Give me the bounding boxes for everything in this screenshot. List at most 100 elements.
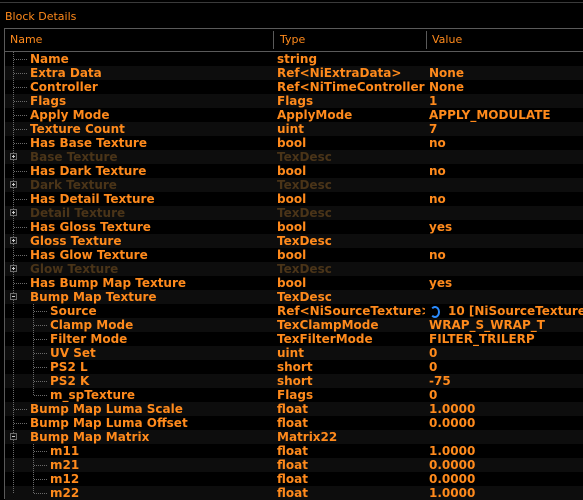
tree-row[interactable]: Gloss Texture TexDesc bbox=[5, 234, 583, 248]
tree-row[interactable]: Has Dark Texture bool no bbox=[5, 164, 583, 178]
field-value[interactable]: 1.0000 bbox=[429, 402, 476, 416]
tree-row[interactable]: Texture Count uint 7 bbox=[5, 122, 583, 136]
tree-row[interactable]: Has Detail Texture bool no bbox=[5, 192, 583, 206]
field-value[interactable]: yes bbox=[429, 220, 453, 234]
tree-guide-line bbox=[13, 304, 14, 318]
field-type: string bbox=[277, 52, 318, 66]
field-value[interactable] bbox=[429, 262, 583, 276]
column-header-value[interactable]: Value bbox=[432, 33, 463, 46]
tree-row[interactable]: PS2 K short -75 bbox=[5, 374, 583, 388]
tree-row[interactable]: m12 float 0.0000 bbox=[5, 472, 583, 486]
tree-guide-line bbox=[13, 486, 14, 493]
field-name: Dark Texture bbox=[30, 178, 117, 192]
tree-row[interactable]: UV Set uint 0 bbox=[5, 346, 583, 360]
field-type: TexDesc bbox=[277, 178, 332, 192]
tree-guide-line bbox=[13, 360, 14, 374]
field-value[interactable]: 1.0000 bbox=[429, 444, 476, 458]
tree-row[interactable]: Base Texture TexDesc bbox=[5, 150, 583, 164]
field-value[interactable] bbox=[429, 52, 583, 66]
tree-row[interactable]: Bump Map Luma Offset float 0.0000 bbox=[5, 416, 583, 430]
expand-icon[interactable] bbox=[10, 153, 17, 160]
title-bar: Block Details bbox=[0, 0, 583, 28]
tree-row[interactable]: Flags Flags 1 bbox=[5, 94, 583, 108]
field-value[interactable]: FILTER_TRILERP bbox=[429, 332, 535, 346]
field-value[interactable]: no bbox=[429, 164, 446, 178]
tree-row[interactable]: Controller Ref<NiTimeController> None bbox=[5, 80, 583, 94]
field-value[interactable]: None bbox=[429, 80, 464, 94]
tree-row[interactable]: Has Base Texture bool no bbox=[5, 136, 583, 150]
field-value[interactable] bbox=[429, 150, 583, 164]
expand-icon[interactable] bbox=[10, 237, 17, 244]
tree-rows: Name string Extra Data Ref<NiExtraData> None… bbox=[5, 52, 583, 500]
field-value[interactable]: 7 bbox=[429, 122, 438, 136]
tree-row[interactable]: Has Bump Map Texture bool yes bbox=[5, 276, 583, 290]
field-name: Apply Mode bbox=[30, 108, 110, 122]
field-value[interactable] bbox=[429, 234, 583, 248]
field-value[interactable]: WRAP_S_WRAP_T bbox=[429, 318, 545, 332]
tree-guide-line bbox=[13, 276, 14, 290]
column-header-type[interactable]: Type bbox=[280, 33, 306, 46]
tree-row[interactable]: PS2 L short 0 bbox=[5, 360, 583, 374]
tree-branch-line bbox=[14, 423, 28, 424]
field-value[interactable] bbox=[429, 430, 583, 444]
tree-row[interactable]: Dark Texture TexDesc bbox=[5, 178, 583, 192]
tree-row[interactable]: Glow Texture TexDesc bbox=[5, 262, 583, 276]
field-type: TexDesc bbox=[277, 206, 332, 220]
field-value[interactable]: no bbox=[429, 248, 446, 262]
field-value[interactable]: no bbox=[429, 136, 446, 150]
field-value[interactable]: 0 bbox=[429, 360, 438, 374]
collapse-icon[interactable] bbox=[10, 433, 17, 440]
tree-row[interactable]: Detail Texture TexDesc bbox=[5, 206, 583, 220]
field-value[interactable]: 0.0000 bbox=[429, 472, 476, 486]
tree-row[interactable]: Bump Map Texture TexDesc bbox=[5, 290, 583, 304]
tree-row[interactable]: Extra Data Ref<NiExtraData> None bbox=[5, 66, 583, 80]
tree-row[interactable]: m11 float 1.0000 bbox=[5, 444, 583, 458]
tree-row[interactable]: Bump Map Luma Scale float 1.0000 bbox=[5, 402, 583, 416]
tree-branch-line bbox=[14, 255, 28, 256]
tree-row[interactable]: Apply Mode ApplyMode APPLY_MODULATE bbox=[5, 108, 583, 122]
field-value[interactable]: 10 [NiSourceTexture] bbox=[429, 304, 583, 318]
tree-row[interactable]: Bump Map Matrix Matrix22 bbox=[5, 430, 583, 444]
field-value[interactable]: 0.0000 bbox=[429, 416, 476, 430]
field-name: m_spTexture bbox=[50, 388, 136, 402]
tree-row[interactable]: m_spTexture Flags 0 bbox=[5, 388, 583, 402]
field-type: TexDesc bbox=[277, 290, 332, 304]
field-value[interactable]: 0.0000 bbox=[429, 458, 476, 472]
tree-row[interactable]: Name string bbox=[5, 52, 583, 66]
column-header-name[interactable]: Name bbox=[10, 33, 43, 46]
column-divider[interactable] bbox=[426, 31, 427, 49]
field-value[interactable]: no bbox=[429, 192, 446, 206]
tree-guide-line bbox=[33, 346, 34, 360]
field-value[interactable]: -75 bbox=[429, 374, 451, 388]
tree-row[interactable]: Has Gloss Texture bool yes bbox=[5, 220, 583, 234]
block-details-tree[interactable]: Name Type Value Name string Extra Data Ref<… bbox=[4, 28, 583, 500]
tree-guide-line bbox=[13, 388, 14, 402]
tree-row[interactable]: Has Glow Texture bool no bbox=[5, 248, 583, 262]
field-value[interactable]: APPLY_MODULATE bbox=[429, 108, 551, 122]
field-type: bool bbox=[277, 164, 307, 178]
field-type: TexDesc bbox=[277, 150, 332, 164]
tree-row[interactable]: m22 float 1.0000 bbox=[5, 486, 583, 500]
field-value[interactable] bbox=[429, 290, 583, 304]
expand-icon[interactable] bbox=[10, 265, 17, 272]
expand-icon[interactable] bbox=[10, 181, 17, 188]
column-divider[interactable] bbox=[273, 31, 274, 49]
field-value[interactable]: 1 bbox=[429, 94, 438, 108]
tree-row[interactable]: Filter Mode TexFilterMode FILTER_TRILERP bbox=[5, 332, 583, 346]
tree-row[interactable]: m21 float 0.0000 bbox=[5, 458, 583, 472]
collapse-icon[interactable] bbox=[10, 293, 17, 300]
tree-row[interactable]: Clamp Mode TexClampMode WRAP_S_WRAP_T bbox=[5, 318, 583, 332]
field-value[interactable]: None bbox=[429, 66, 464, 80]
link-icon[interactable] bbox=[429, 306, 440, 318]
field-value[interactable] bbox=[429, 178, 583, 192]
field-name: Controller bbox=[30, 80, 98, 94]
tree-row[interactable]: Source Ref<NiSourceTexture> 10 [NiSourceTe… bbox=[5, 304, 583, 318]
expand-icon[interactable] bbox=[10, 209, 17, 216]
tree-branch-line bbox=[14, 409, 28, 410]
field-value[interactable] bbox=[429, 206, 583, 220]
field-value[interactable]: 1.0000 bbox=[429, 486, 476, 500]
field-value[interactable]: yes bbox=[429, 276, 453, 290]
field-value[interactable]: 0 bbox=[429, 388, 438, 402]
field-value[interactable]: 0 bbox=[429, 346, 438, 360]
field-name: Extra Data bbox=[30, 66, 102, 80]
